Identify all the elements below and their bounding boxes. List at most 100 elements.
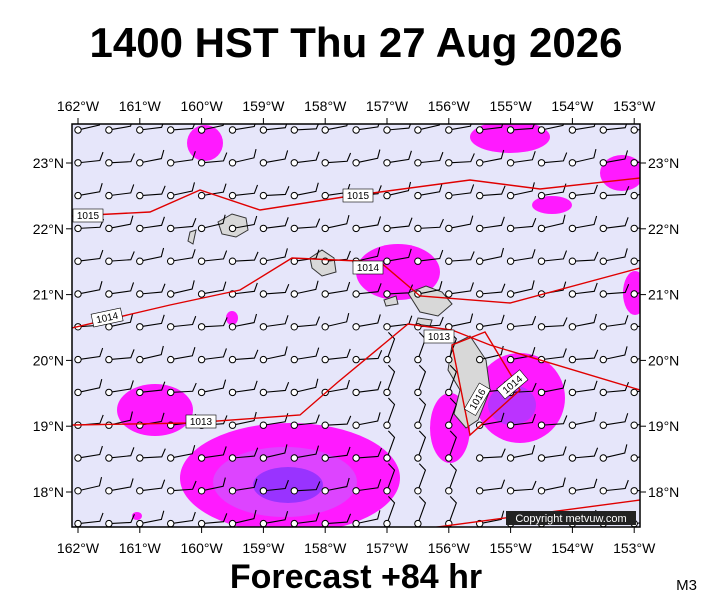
station [228, 191, 237, 200]
station [228, 421, 237, 429]
station [321, 159, 329, 167]
barb [482, 448, 506, 459]
station [537, 159, 546, 167]
barb [328, 281, 351, 295]
barb [235, 184, 259, 196]
barb [297, 316, 321, 328]
barb [297, 182, 319, 196]
station [105, 323, 113, 331]
barb [173, 280, 195, 294]
barb [482, 283, 506, 295]
barb [544, 415, 568, 426]
station [568, 290, 577, 298]
station [630, 290, 638, 298]
station [414, 224, 422, 233]
barb [111, 478, 134, 491]
barb [142, 149, 165, 163]
station [352, 487, 360, 495]
barb [575, 282, 598, 295]
station [167, 191, 175, 200]
barb [482, 247, 505, 262]
station [321, 421, 329, 429]
barb [359, 283, 382, 295]
station [445, 159, 453, 167]
barb [358, 216, 382, 229]
station [476, 224, 484, 233]
station [136, 224, 144, 233]
lat-label-left: 21°N [33, 287, 64, 303]
station [476, 290, 484, 298]
barb [387, 463, 396, 489]
barb [389, 150, 412, 163]
lat-label-right: 22°N [648, 221, 679, 237]
station [290, 323, 298, 331]
barb [606, 444, 628, 458]
station [352, 323, 360, 331]
barb [420, 183, 443, 196]
barb [80, 347, 104, 360]
station [537, 487, 546, 495]
station [568, 487, 577, 495]
lon-label-bottom: 158°W [304, 540, 347, 556]
barb [451, 184, 475, 196]
barb [173, 347, 196, 360]
station [414, 257, 422, 265]
station [290, 191, 298, 200]
station [290, 257, 298, 265]
station [537, 421, 546, 429]
lon-label-bottom: 159°W [242, 540, 285, 556]
station [259, 290, 268, 298]
barb [387, 397, 396, 423]
lat-label-left: 23°N [33, 155, 64, 171]
station [197, 224, 206, 233]
station [74, 257, 82, 265]
station [599, 388, 607, 397]
station [537, 388, 546, 397]
station [568, 224, 577, 233]
barb [173, 315, 197, 328]
barb [606, 315, 629, 327]
barb [111, 313, 134, 327]
lat-label-left: 18°N [33, 484, 64, 500]
station [506, 224, 515, 233]
station [290, 159, 298, 167]
station [476, 487, 484, 495]
station [414, 191, 422, 200]
barb [359, 381, 382, 393]
station [290, 519, 298, 527]
station [414, 454, 422, 462]
barb [513, 413, 536, 426]
station [445, 126, 453, 134]
station [136, 159, 144, 167]
barb [482, 479, 506, 491]
lon-label-top: 161°W [119, 98, 162, 114]
barb [142, 510, 165, 524]
station [383, 159, 391, 167]
station [228, 454, 237, 462]
lon-label-bottom: 153°W [613, 540, 656, 556]
barb [235, 149, 257, 163]
station [352, 388, 360, 397]
isobar-label: 1013 [190, 417, 213, 428]
station [506, 323, 515, 331]
barb [173, 511, 196, 524]
station [259, 126, 268, 134]
barb [142, 314, 165, 327]
station [321, 454, 329, 462]
station [167, 323, 175, 331]
barb [544, 124, 566, 130]
barb [606, 124, 629, 131]
barb [575, 124, 598, 131]
barb [420, 124, 442, 130]
barb [606, 217, 629, 229]
station [167, 487, 175, 495]
station [74, 159, 82, 167]
station [259, 388, 268, 397]
station [290, 388, 298, 397]
barb [266, 511, 289, 524]
station [197, 519, 206, 527]
barb [142, 216, 165, 229]
station [630, 421, 638, 429]
barb [387, 430, 396, 456]
lat-label-left: 22°N [33, 221, 64, 237]
